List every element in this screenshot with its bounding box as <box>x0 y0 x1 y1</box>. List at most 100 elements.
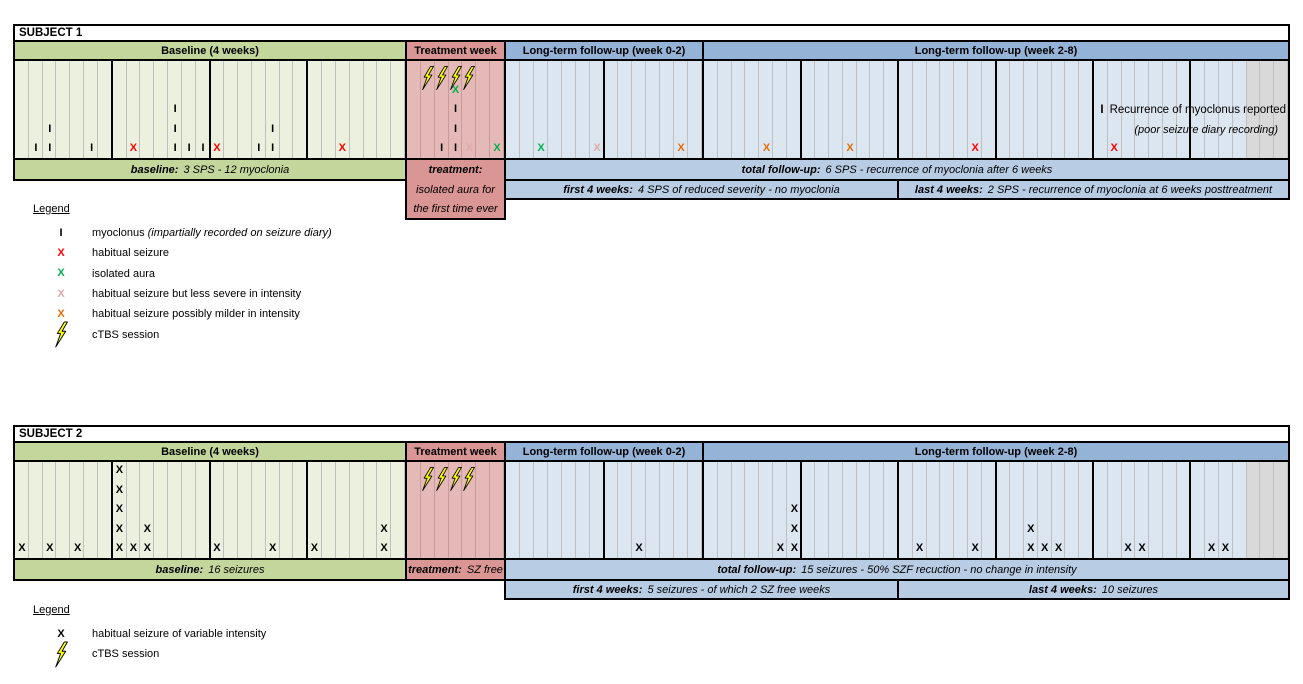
day-cell <box>70 462 85 558</box>
seizure-mark: X <box>213 542 221 554</box>
seizure-mark: X <box>1040 542 1049 554</box>
day-cell <box>266 61 280 158</box>
seizure-mark: X <box>1221 542 1230 554</box>
day-cell <box>1079 462 1094 558</box>
day-cell <box>688 462 702 558</box>
seizure-mark: X <box>129 542 138 554</box>
day-cell <box>506 462 520 558</box>
day-cell <box>940 61 955 158</box>
seizure-mark: X <box>915 542 924 554</box>
myoclonus-mark: I <box>187 142 191 154</box>
day-cell <box>1108 61 1122 158</box>
seizure-mark: X <box>115 522 124 535</box>
seizure-mark: X <box>143 542 151 554</box>
day-cell <box>759 61 773 158</box>
day-cell <box>618 61 633 158</box>
subject1-title: SUBJECT 1 <box>19 27 83 39</box>
day-cell <box>29 462 43 558</box>
day-cell <box>1233 61 1247 158</box>
first-4-weeks-summary: first 4 weeks: 5 seizures - of which 2 S… <box>506 581 897 598</box>
day-cell <box>997 61 1011 158</box>
seizure-mark: X <box>115 464 124 476</box>
seizure-mark: X <box>115 483 124 496</box>
myoclonus-mark: I <box>257 142 261 154</box>
subject1-summary-row1: baseline: 3 SPS - 12 myoclonia treatment… <box>13 158 1290 220</box>
day-cell <box>322 61 336 158</box>
last-4-weeks-value: 10 seizures <box>1101 583 1159 596</box>
day-cell <box>1135 61 1150 158</box>
day-cell <box>140 61 155 158</box>
baseline-header: Baseline (4 weeks) <box>15 443 405 460</box>
day-cell <box>732 462 746 558</box>
day-cell <box>196 462 211 558</box>
day-cell <box>520 462 534 558</box>
seizure-mark: X <box>1124 542 1132 554</box>
myoclonus-mark: I <box>453 142 458 154</box>
day-cell <box>43 462 57 558</box>
day-cell <box>968 61 982 158</box>
day-cell <box>732 61 746 158</box>
myoclonus-mark: I <box>34 142 38 154</box>
day-cell <box>1038 61 1052 158</box>
annotation-line2: (poor seizure diary recording) <box>1134 124 1278 136</box>
day-cell <box>576 462 590 558</box>
seizure-mark: X <box>846 142 854 154</box>
baseline-summary-value: 3 SPS - 12 myoclonia <box>183 163 290 176</box>
legend-title: Legend <box>33 203 70 215</box>
day-cell <box>773 462 787 558</box>
ctbs-bolt-icon <box>463 65 476 91</box>
day-cell <box>1205 462 1219 558</box>
day-cell <box>238 61 252 158</box>
ctbs-bolt-icon <box>449 65 462 91</box>
myoclonus-mark: I <box>173 122 177 135</box>
day-cell <box>266 462 280 558</box>
myoclonus-mark: I <box>201 142 205 154</box>
myoclonus-recurrence-annotation: I Recurrence of myoclonus reported (poor … <box>1100 100 1286 140</box>
day-cell <box>548 462 562 558</box>
last-4-weeks-label: last 4 weeks: <box>1028 583 1097 596</box>
legend-label: isolated aura <box>92 267 155 280</box>
day-cell <box>84 61 98 158</box>
seizure-mark: X <box>537 142 545 154</box>
day-cell <box>29 61 43 158</box>
seizure-mark: X <box>635 542 643 554</box>
legend-label: habitual seizure possibly milder in inte… <box>92 308 300 321</box>
ctbs-bolt-icon <box>54 321 68 348</box>
day-cell <box>913 61 927 158</box>
day-cell <box>154 462 169 558</box>
followup-2-8-header: Long-term follow-up (week 2-8) <box>704 42 1288 59</box>
day-cell <box>1246 61 1261 158</box>
day-cell <box>293 61 309 158</box>
seizure-mark: X <box>790 522 799 535</box>
subject2-summary-row1: baseline: 16 seizures treatment: SZ free… <box>13 558 1290 581</box>
legend-label: myoclonus (impartially recorded on seizu… <box>92 227 332 240</box>
day-cell <box>391 61 406 158</box>
day-cell <box>802 61 816 158</box>
seizure-mark: X <box>338 142 346 154</box>
day-cell <box>490 462 505 558</box>
day-cell <box>674 61 689 158</box>
day-cell <box>1219 61 1233 158</box>
last-4-weeks-summary: last 4 weeks: 2 SPS - recurrence of myoc… <box>899 181 1288 198</box>
day-cell <box>168 462 182 558</box>
day-cell <box>1135 462 1150 558</box>
day-cell <box>913 462 927 558</box>
treatment-summary: treatment: isolated aura for the first t… <box>405 158 506 220</box>
treatment-summary-line3: the first time ever <box>413 203 498 215</box>
day-cell <box>1163 462 1177 558</box>
day-cell <box>462 462 477 558</box>
ctbs-bolt-icon <box>54 641 68 668</box>
legend-symbol: X <box>57 627 65 640</box>
day-cell <box>1163 61 1177 158</box>
day-cell <box>421 462 435 558</box>
day-cell <box>787 462 802 558</box>
day-cell <box>1205 61 1219 158</box>
day-cell <box>280 61 294 158</box>
seizure-mark: X <box>18 542 26 554</box>
